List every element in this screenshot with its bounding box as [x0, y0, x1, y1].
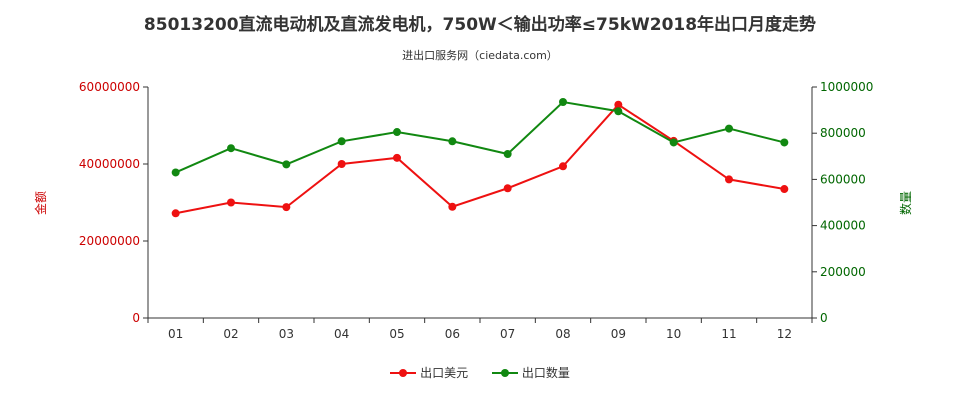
data-point-export-usd — [780, 185, 789, 194]
data-point-export-usd — [614, 100, 623, 109]
data-point-export-quantity — [171, 168, 180, 177]
data-point-export-quantity — [559, 98, 567, 107]
marks-group — [171, 98, 789, 218]
legend: 出口美元 出口数量 — [0, 364, 960, 381]
x-tick-label: 05 — [389, 327, 404, 341]
y-right-tick-label: 600000 — [820, 172, 866, 186]
x-tick-label: 11 — [721, 327, 736, 341]
y-left-tick-label: 20000000 — [79, 234, 140, 248]
data-point-export-usd — [559, 162, 567, 171]
data-point-export-quantity — [337, 137, 346, 146]
chart-subtitle: 进出口服务网（ciedata.com） — [402, 49, 558, 62]
data-point-export-usd — [337, 160, 346, 168]
x-tick-label: 06 — [445, 327, 460, 341]
x-tick-label: 04 — [334, 327, 349, 341]
x-tick-label: 03 — [279, 327, 294, 341]
data-point-export-usd — [448, 202, 457, 211]
x-tick-label: 12 — [777, 327, 792, 341]
y-left-tick-label: 40000000 — [79, 157, 140, 171]
data-point-export-quantity — [725, 124, 733, 133]
data-point-export-usd — [725, 175, 733, 184]
legend-swatch-export-quantity — [491, 368, 518, 378]
data-point-export-usd — [227, 198, 235, 207]
y-left-tick-label: 60000000 — [79, 80, 140, 94]
data-point-export-quantity — [669, 138, 678, 147]
data-point-export-quantity — [780, 138, 789, 147]
x-tick-label: 08 — [555, 327, 570, 341]
y-left-axis-label: 金额 — [33, 191, 48, 215]
y-right-tick-label: 1000000 — [820, 80, 873, 94]
legend-label-export-usd: 出口美元 — [420, 366, 469, 380]
chart-title: 85013200直流电动机及直流发电机，750W＜输出功率≤75kW2018年出… — [143, 15, 817, 35]
data-point-export-usd — [282, 203, 291, 212]
data-point-export-usd — [393, 153, 401, 162]
y-right-tick-label: 800000 — [820, 126, 866, 140]
axes-group: 0 20000000 40000000 60000000 0 200000 400000 60… — [79, 80, 874, 341]
y-right-axis-label: 数量 — [898, 191, 913, 215]
y-right-tick-label: 400000 — [820, 219, 866, 233]
legend-item-export-usd[interactable]: 出口美元 — [390, 364, 468, 381]
x-tick-label: 09 — [611, 327, 626, 341]
data-point-export-usd — [171, 209, 180, 218]
x-tick-label: 07 — [500, 327, 515, 341]
data-point-export-quantity — [614, 107, 623, 116]
y-left-tick-label: 0 — [132, 311, 140, 325]
legend-label-export-quantity: 出口数量 — [521, 366, 570, 380]
series-line-export-usd — [175, 103, 785, 215]
y-right-tick-label: 0 — [820, 311, 828, 325]
data-point-export-quantity — [448, 137, 457, 146]
data-point-export-quantity — [503, 149, 512, 158]
legend-swatch-export-usd — [390, 368, 417, 378]
x-tick-label: 01 — [168, 327, 183, 341]
x-tick-label: 02 — [223, 327, 238, 341]
y-right-tick-label: 200000 — [820, 265, 866, 279]
data-point-export-quantity — [282, 160, 291, 169]
data-point-export-quantity — [227, 144, 235, 153]
x-tick-label: 10 — [666, 327, 681, 341]
series-line-export-quantity — [175, 100, 785, 174]
data-point-export-usd — [503, 184, 512, 193]
data-point-export-quantity — [393, 128, 401, 137]
legend-item-export-quantity[interactable]: 出口数量 — [491, 364, 570, 381]
